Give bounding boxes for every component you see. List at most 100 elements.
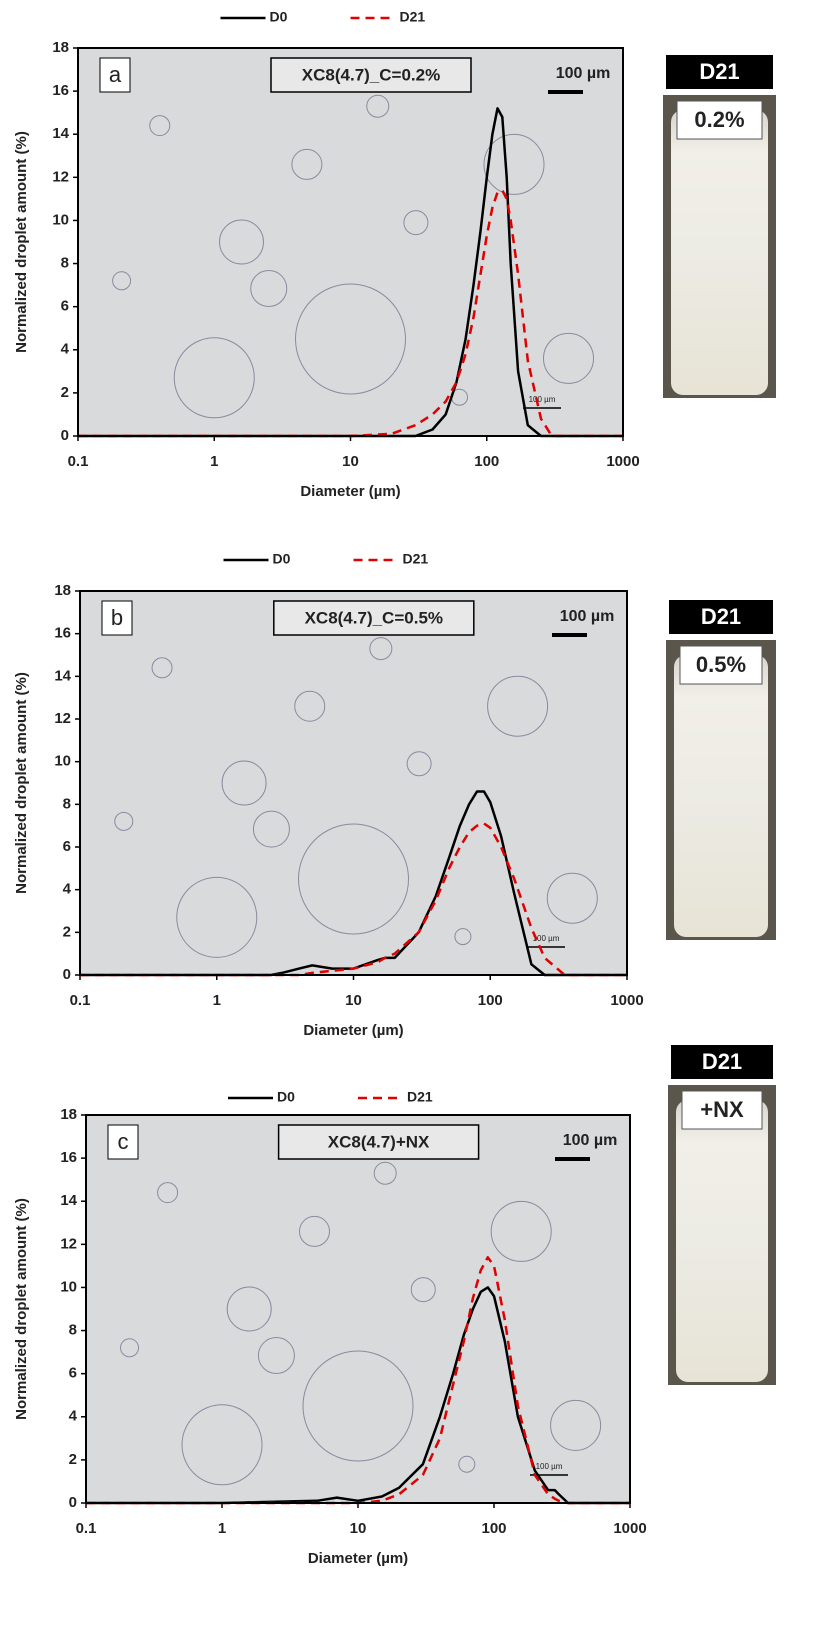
vial-label: 0.2%: [694, 107, 744, 132]
panel-label: b: [111, 605, 123, 630]
legend-label: D0: [277, 1089, 295, 1105]
panel-label-box: [107, 1124, 139, 1160]
y-tick-label: 14: [60, 1192, 77, 1209]
x-tick-label: 10: [342, 453, 359, 470]
legend-label: D0: [273, 551, 291, 567]
droplet: [149, 115, 171, 137]
y-axis-title: Normalized droplet amount (%): [13, 1198, 30, 1420]
y-tick-label: 16: [54, 625, 71, 642]
vial-label-box: [681, 1090, 763, 1130]
vial-title: D21: [702, 1049, 742, 1074]
annotation-box: [273, 600, 475, 636]
x-tick-label: 1000: [613, 1520, 646, 1537]
y-tick-label: 4: [69, 1408, 78, 1425]
y-tick-label: 0: [63, 966, 71, 983]
y-tick-label: 6: [69, 1365, 77, 1382]
legend-label: D21: [407, 1089, 433, 1105]
y-tick-label: 2: [69, 1451, 77, 1468]
y-tick-label: 8: [69, 1322, 77, 1339]
annotation: XC8(4.7)_C=0.5%: [305, 608, 443, 627]
y-tick-label: 2: [63, 923, 71, 940]
y-tick-label: 0: [61, 427, 69, 444]
x-tick-label: 100: [474, 453, 499, 470]
y-tick-label: 6: [63, 838, 71, 855]
series-line: [86, 1256, 630, 1505]
y-tick-label: 12: [54, 710, 71, 727]
micrograph: [80, 591, 627, 975]
x-tick-label: 1: [213, 992, 221, 1009]
series-line: [86, 1286, 630, 1505]
droplet: [546, 872, 598, 924]
y-tick-label: 16: [60, 1149, 77, 1166]
panel-label-box: [101, 600, 133, 636]
vial-title: D21: [701, 604, 741, 629]
vial-body: [671, 110, 768, 395]
y-tick-label: 18: [52, 39, 69, 56]
y-tick-label: 4: [63, 881, 72, 898]
vial-title-box: [669, 600, 773, 634]
droplet: [454, 928, 472, 946]
droplet: [221, 760, 267, 806]
annotation: XC8(4.7)_C=0.2%: [302, 65, 440, 84]
droplet: [250, 270, 288, 308]
y-tick-label: 14: [54, 667, 71, 684]
y-tick-label: 8: [61, 255, 69, 272]
droplet: [114, 811, 134, 831]
droplet: [550, 1399, 602, 1451]
legend-label: D0: [270, 9, 288, 25]
droplet: [294, 690, 326, 722]
panel-label: c: [118, 1129, 129, 1154]
droplet: [302, 1350, 414, 1462]
droplet: [483, 133, 545, 195]
vial-body: [674, 655, 768, 937]
x-tick-label: 10: [350, 1520, 367, 1537]
y-tick-label: 18: [60, 1106, 77, 1123]
x-tick-label: 10: [345, 992, 362, 1009]
x-tick-label: 1000: [610, 992, 643, 1009]
vial-label: +NX: [700, 1097, 744, 1122]
droplet: [226, 1286, 272, 1332]
x-tick-label: 1: [218, 1520, 226, 1537]
vial-title-box: [671, 1045, 773, 1079]
y-axis-title: Normalized droplet amount (%): [13, 672, 30, 894]
droplet: [487, 675, 549, 737]
x-tick-label: 1: [210, 453, 218, 470]
y-tick-label: 14: [52, 125, 69, 142]
y-tick-label: 12: [60, 1235, 77, 1252]
panel-label: a: [109, 62, 122, 87]
vial-title-box: [666, 55, 773, 89]
x-tick-label: 1000: [606, 453, 639, 470]
droplet: [406, 751, 432, 777]
series-line: [80, 790, 627, 977]
droplet: [458, 1455, 476, 1473]
droplet: [219, 219, 264, 265]
y-tick-label: 10: [52, 211, 69, 228]
scale-bar-small-label: 100 µm: [536, 1462, 563, 1471]
plot-frame: [85, 1114, 631, 1504]
series-line: [80, 822, 627, 977]
micrograph: [86, 1115, 630, 1503]
legend-label: D21: [403, 551, 429, 567]
droplet: [181, 1404, 263, 1486]
x-tick-label: 0.1: [68, 453, 89, 470]
panel-label-box: [99, 57, 131, 93]
scale-bar-small-label: 100 µm: [533, 934, 560, 943]
droplet: [151, 657, 173, 679]
vial-label: 0.5%: [696, 652, 746, 677]
droplet: [252, 810, 290, 848]
scale-bar-label: 100 µm: [560, 608, 615, 625]
x-axis-title: Diameter (µm): [303, 1022, 403, 1039]
x-tick-label: 0.1: [76, 1520, 97, 1537]
annotation-box: [277, 1124, 480, 1160]
x-axis-title: Diameter (µm): [300, 483, 400, 500]
droplet: [120, 1338, 140, 1358]
plot-frame: [77, 47, 624, 437]
vial-body: [676, 1100, 768, 1382]
droplet: [173, 337, 255, 419]
vial-label-box: [676, 100, 763, 140]
y-tick-label: 10: [60, 1278, 77, 1295]
droplet: [490, 1200, 552, 1262]
y-tick-label: 16: [52, 82, 69, 99]
scale-bar-small-label: 100 µm: [529, 395, 556, 404]
